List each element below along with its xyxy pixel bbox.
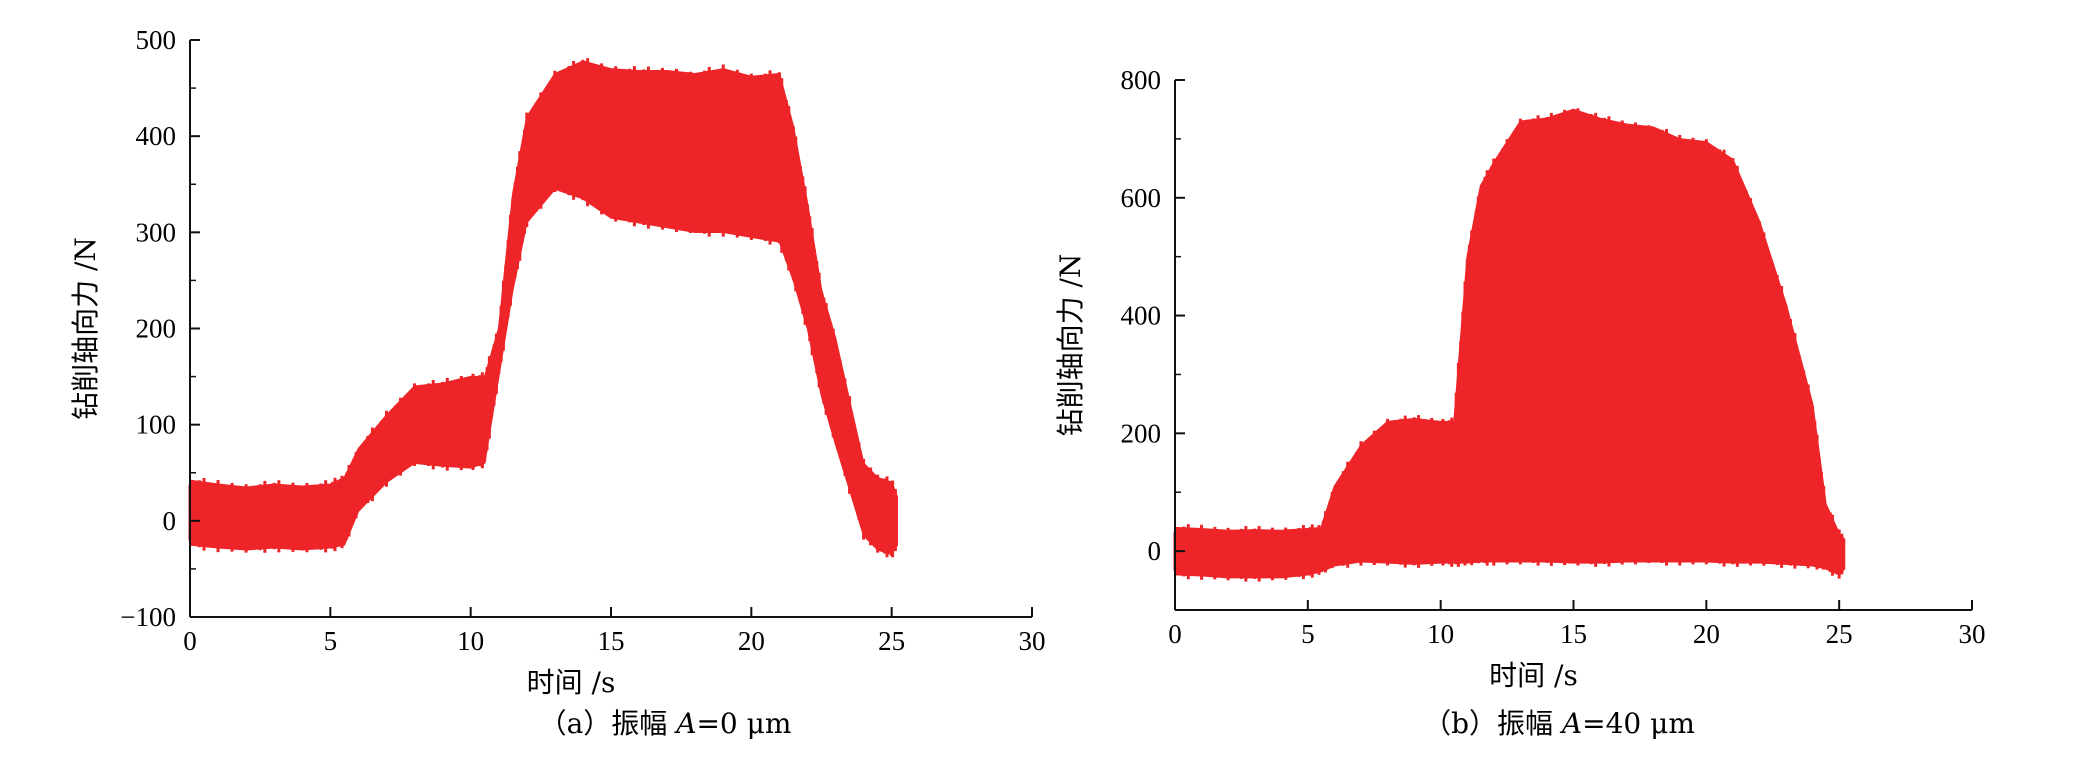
y-tick-label: 400 [136, 121, 177, 151]
x-tick-label: 25 [878, 626, 905, 656]
x-tick-label: 5 [1301, 619, 1315, 649]
x-axis-title: 时间 /s [527, 666, 616, 699]
x-tick-label: 15 [1560, 619, 1587, 649]
y-tick-label: 600 [1121, 183, 1162, 213]
caption-prefix: （b）振幅 [1423, 707, 1562, 740]
series-oscillation-0 [1173, 108, 1846, 582]
y-tick-label: 300 [136, 217, 177, 247]
chart-b: 0 5 10 15 20 25 30 0 200 400 600 800 时间 /s 钻削轴向力 /N （b… [1054, 65, 1986, 740]
y-tick-label: 200 [136, 314, 177, 344]
caption-suffix: =40 μm [1582, 707, 1695, 740]
y-tick-label: 800 [1121, 65, 1162, 95]
subfigure-caption: （a）振幅 A=0 μm [539, 707, 792, 740]
subfigure-caption: （b）振幅 A=40 μm [1423, 707, 1695, 740]
caption-variable: A [1559, 707, 1582, 740]
x-tick-label: 0 [1168, 619, 1182, 649]
y-axis-title: 钻削轴向力 /N [1054, 254, 1087, 437]
y-tick-label: 0 [1148, 536, 1162, 566]
y-tick-label: 400 [1121, 301, 1162, 331]
caption-suffix: =0 μm [696, 707, 791, 740]
y-tick-label: −100 [120, 602, 176, 632]
series-oscillation-0 [188, 58, 898, 558]
x-tick-label: 5 [324, 626, 338, 656]
x-axis-title: 时间 /s [1489, 659, 1578, 692]
x-tick-label: 25 [1826, 619, 1853, 649]
series-band-0 [1174, 108, 1846, 579]
y-axis-title: 钻削轴向力 /N [69, 237, 102, 420]
caption-variable: A [673, 707, 696, 740]
caption-prefix: （a）振幅 [539, 707, 677, 740]
x-tick-label: 15 [598, 626, 625, 656]
y-tick-label: 0 [163, 506, 177, 536]
y-tick-label: 500 [136, 25, 177, 55]
y-tick-label: 200 [1121, 418, 1162, 448]
x-tick-label: 20 [1693, 619, 1720, 649]
x-tick-label: 20 [738, 626, 765, 656]
y-tick-label: 100 [136, 410, 177, 440]
x-tick-label: 30 [1019, 626, 1046, 656]
x-tick-label: 10 [1427, 619, 1454, 649]
x-tick-label: 10 [457, 626, 484, 656]
x-tick-label: 30 [1959, 619, 1986, 649]
x-tick-label: 0 [183, 626, 197, 656]
